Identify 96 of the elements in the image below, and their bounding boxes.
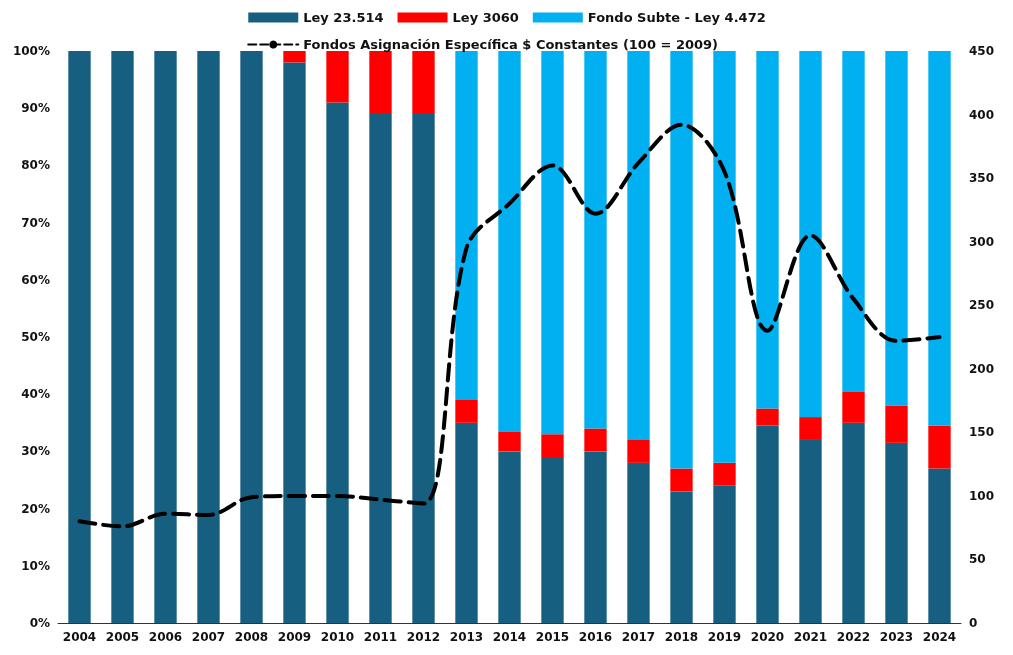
- bar: [756, 51, 779, 409]
- x-tick-label: 2023: [879, 630, 914, 644]
- bar: [842, 391, 865, 423]
- x-tick-label: 2006: [148, 630, 183, 644]
- bar: [369, 113, 392, 623]
- bar: [455, 422, 478, 623]
- bar: [283, 62, 306, 623]
- bar: [111, 51, 134, 623]
- x-tick-label: 2012: [406, 630, 441, 644]
- bar: [885, 405, 908, 443]
- bar: [584, 51, 607, 429]
- bar: [842, 422, 865, 623]
- x-tick-label: 2019: [707, 630, 742, 644]
- bar: [584, 451, 607, 623]
- legend-label: Fondo Subte - Ley 4.472: [587, 10, 766, 25]
- bar: [928, 51, 951, 426]
- legend-label: Fondos Asignación Específica $ Constantes (100 = 2009): [303, 37, 719, 52]
- x-tick-label: 2005: [105, 630, 140, 644]
- bar: [627, 51, 650, 440]
- x-tick-label: 2008: [234, 630, 269, 644]
- legend-label: Ley 3060: [452, 10, 519, 25]
- y-tick-label: 60%: [21, 272, 50, 287]
- x-tick-label: 2004: [62, 630, 97, 644]
- y2-tick-label: 250: [969, 298, 995, 313]
- bar: [799, 439, 822, 623]
- bar: [885, 442, 908, 623]
- bar: [627, 439, 650, 463]
- bar: [928, 468, 951, 623]
- x-tick-label: 2018: [664, 630, 699, 644]
- x-tick-label: 2009: [277, 630, 312, 644]
- bar: [68, 51, 91, 623]
- y2-tick-label: 0: [969, 616, 978, 630]
- bar: [498, 431, 521, 452]
- x-tick-label: 2015: [535, 630, 570, 644]
- bar: [928, 425, 951, 469]
- y-tick-label: 30%: [21, 444, 50, 459]
- x-tick-label: 2010: [320, 630, 355, 644]
- y2-tick-label: 150: [969, 425, 995, 440]
- y2-tick-label: 50: [969, 552, 986, 567]
- y2-tick-label: 100: [969, 488, 995, 503]
- x-tick-label: 2007: [191, 630, 226, 644]
- bar: [756, 408, 779, 426]
- bar: [498, 451, 521, 623]
- y-tick-label: 80%: [21, 158, 50, 173]
- bar: [756, 425, 779, 623]
- y-tick-label: 70%: [21, 215, 50, 230]
- legend-label: Ley 23.514: [303, 10, 384, 25]
- bar: [842, 51, 865, 392]
- bar: [799, 417, 822, 440]
- y2-tick-label: 350: [969, 171, 995, 186]
- bar: [584, 428, 607, 452]
- bar: [326, 102, 349, 623]
- bar: [326, 51, 349, 103]
- line-series: [77, 122, 942, 529]
- bar: [283, 51, 306, 63]
- y-tick-label: 40%: [21, 387, 50, 402]
- bar: [670, 468, 693, 492]
- bar: [713, 462, 736, 486]
- y-tick-label: 20%: [21, 501, 50, 516]
- bar: [369, 51, 392, 114]
- y2-tick-label: 200: [969, 361, 995, 376]
- x-tick-label: 2020: [750, 630, 785, 644]
- bar: [627, 462, 650, 623]
- bar: [541, 457, 564, 623]
- bar: [498, 51, 521, 432]
- bar: [670, 491, 693, 623]
- x-tick-label: 2014: [492, 630, 527, 644]
- bar: [713, 485, 736, 623]
- x-tick-label: 2024: [922, 630, 957, 644]
- x-tick-label: 2013: [449, 630, 484, 644]
- y2-tick-label: 450: [969, 44, 995, 58]
- bar: [197, 51, 220, 623]
- bar: [240, 51, 263, 623]
- bar: [713, 51, 736, 463]
- bar: [412, 113, 435, 623]
- x-tick-label: 2021: [793, 630, 828, 644]
- y2-tick-label: 400: [969, 107, 995, 122]
- y-tick-label: 0%: [29, 616, 50, 630]
- bar: [455, 399, 478, 423]
- bar: [541, 51, 564, 435]
- x-tick-label: 2011: [363, 630, 398, 644]
- y2-tick-label: 300: [969, 234, 995, 249]
- bar: [541, 434, 564, 458]
- x-tick-label: 2017: [621, 630, 656, 644]
- y-tick-label: 50%: [21, 330, 50, 344]
- bar: [670, 51, 693, 469]
- bar: [455, 51, 478, 400]
- x-tick-label: 2022: [836, 630, 871, 644]
- bar: [885, 51, 908, 406]
- bar: [799, 51, 822, 418]
- x-tick-label: 2016: [578, 630, 613, 644]
- y-tick-label: 10%: [21, 558, 50, 573]
- y-tick-label: 100%: [12, 44, 50, 58]
- bar: [154, 51, 177, 623]
- y-tick-label: 90%: [21, 101, 50, 116]
- bar: [412, 51, 435, 114]
